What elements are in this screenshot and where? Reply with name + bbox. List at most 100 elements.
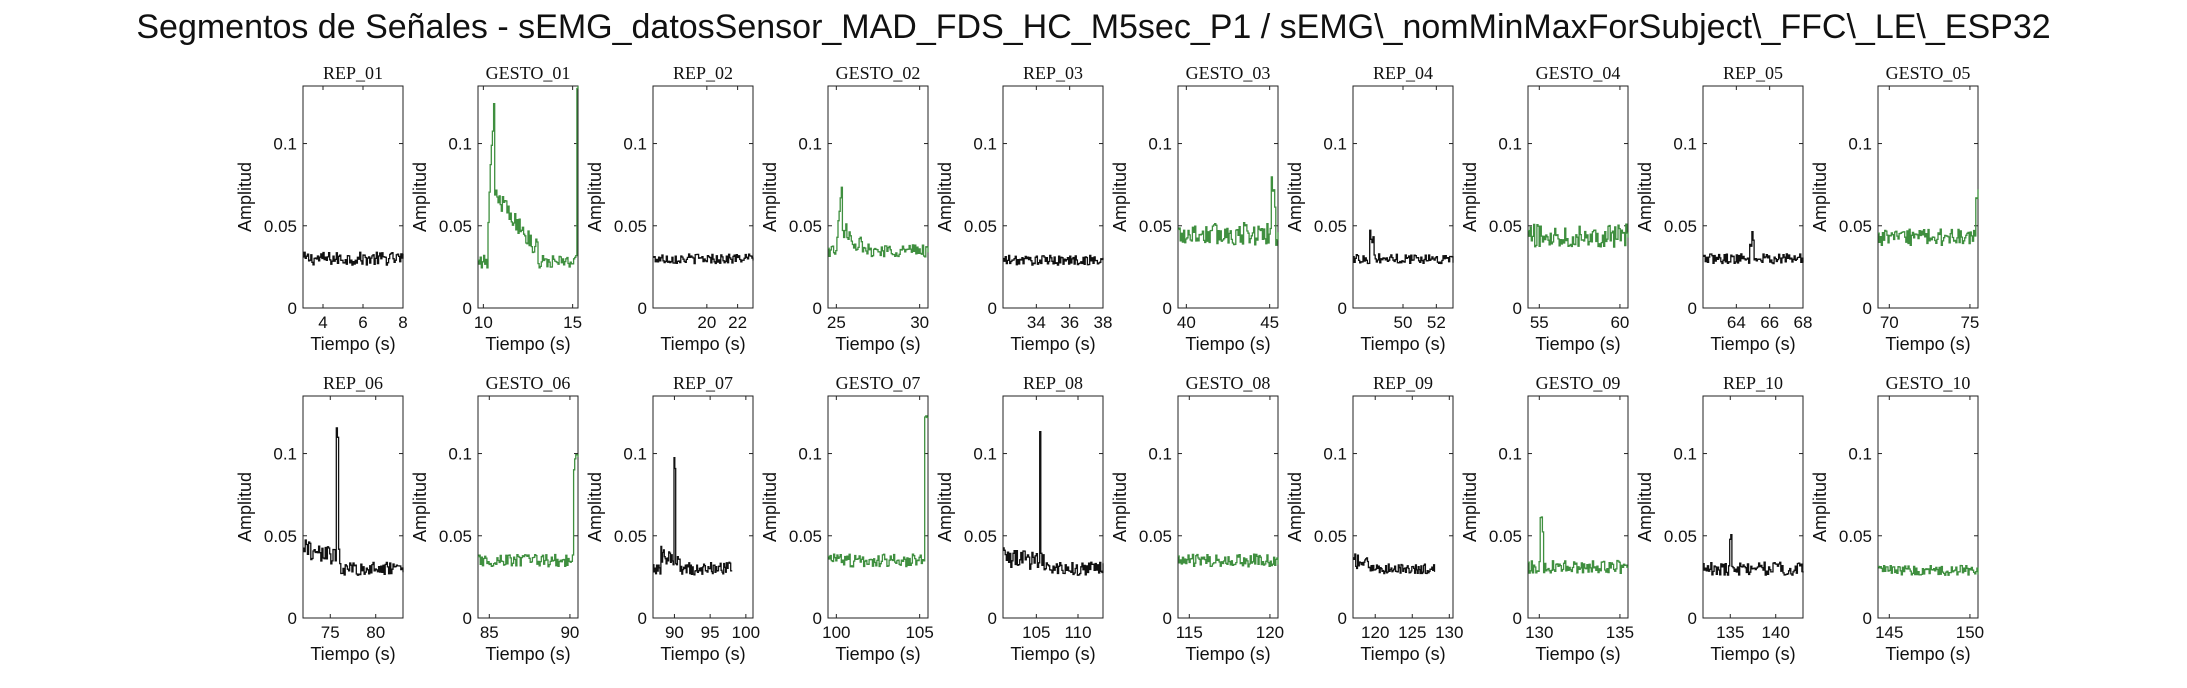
y-tick-label: 0.1	[623, 445, 647, 464]
x-tick-label: 22	[728, 313, 747, 332]
signal-trace-gesto	[1178, 553, 1279, 568]
y-tick-label: 0	[463, 609, 472, 628]
axes-box	[1877, 85, 1979, 309]
x-tick-label: 50	[1394, 313, 1413, 332]
x-axis-label: Tiempo (s)	[1360, 644, 1445, 664]
signal-trace-gesto	[478, 86, 579, 269]
signal-trace-gesto	[1178, 176, 1279, 246]
y-tick-label: 0.1	[973, 445, 997, 464]
y-axis-label: Amplitud	[1635, 162, 1655, 232]
y-axis-label: Amplitud	[1460, 162, 1480, 232]
subplot-title: GESTO_07	[836, 373, 921, 393]
x-tick-label: 40	[1177, 313, 1196, 332]
y-tick-label: 0.05	[1839, 527, 1872, 546]
x-axis-label: Tiempo (s)	[660, 644, 745, 664]
axes-box	[1177, 395, 1279, 619]
y-tick-label: 0	[1163, 609, 1172, 628]
y-tick-label: 0.05	[439, 527, 472, 546]
y-tick-label: 0.05	[1139, 527, 1172, 546]
axes-box	[1877, 395, 1979, 619]
x-tick-label: 110	[1064, 623, 1091, 642]
y-tick-label: 0.1	[1323, 445, 1347, 464]
subplot-title: REP_03	[1023, 63, 1083, 83]
y-axis-label: Amplitud	[760, 472, 780, 542]
y-tick-label: 0.1	[1148, 135, 1172, 154]
signal-trace-rep	[1003, 430, 1104, 576]
y-tick-label: 0	[288, 609, 297, 628]
x-tick-label: 25	[827, 313, 846, 332]
x-axis-label: Tiempo (s)	[310, 334, 395, 354]
x-tick-label: 66	[1760, 313, 1779, 332]
x-tick-label: 105	[905, 623, 933, 642]
y-tick-label: 0	[638, 299, 647, 318]
x-axis-label: Tiempo (s)	[1710, 334, 1795, 354]
signal-trace-rep	[303, 251, 404, 266]
x-tick-label: 55	[1530, 313, 1549, 332]
y-axis-label: Amplitud	[935, 472, 955, 542]
x-tick-label: 34	[1027, 313, 1046, 332]
subplot-rep-06: REP_06 0 0.05 0.1 75 80 Tiempo (s) Amplitud	[235, 373, 404, 664]
y-tick-label: 0	[463, 299, 472, 318]
subplot-title: GESTO_05	[1886, 63, 1971, 83]
y-tick-label: 0.1	[798, 445, 822, 464]
subplot-title: REP_02	[673, 63, 733, 83]
x-axis-label: Tiempo (s)	[1535, 644, 1620, 664]
x-axis-label: Tiempo (s)	[485, 334, 570, 354]
signal-trace-gesto	[828, 415, 929, 568]
y-tick-label: 0	[813, 609, 822, 628]
x-axis-label: Tiempo (s)	[1535, 334, 1620, 354]
y-tick-label: 0.05	[1664, 217, 1697, 236]
x-tick-label: 115	[1176, 623, 1203, 642]
signal-trace-gesto	[478, 453, 579, 568]
subplot-gesto-09: GESTO_09 0 0.05 0.1 130 135 Tiempo (s) Amplitud	[1460, 373, 1634, 664]
signal-trace-gesto	[1878, 189, 1979, 247]
y-tick-label: 0.1	[1673, 445, 1697, 464]
y-tick-label: 0.05	[614, 527, 647, 546]
axes-box	[302, 395, 404, 619]
y-tick-label: 0.05	[1139, 217, 1172, 236]
x-tick-label: 15	[563, 313, 582, 332]
y-axis-label: Amplitud	[1810, 162, 1830, 232]
x-axis-label: Tiempo (s)	[1185, 334, 1270, 354]
y-tick-label: 0	[813, 299, 822, 318]
x-axis-label: Tiempo (s)	[1010, 644, 1095, 664]
y-tick-label: 0.1	[1848, 445, 1872, 464]
subplot-title: GESTO_06	[486, 373, 571, 393]
subplot-rep-04: REP_04 0 0.05 0.1 50 52 Tiempo (s) Amplitud	[1285, 63, 1454, 354]
x-tick-label: 95	[701, 623, 720, 642]
signal-trace-rep	[1353, 553, 1436, 575]
y-tick-label: 0	[1863, 299, 1872, 318]
y-tick-label: 0.05	[964, 217, 997, 236]
x-tick-label: 60	[1610, 313, 1629, 332]
x-axis-label: Tiempo (s)	[660, 334, 745, 354]
y-tick-label: 0.05	[439, 217, 472, 236]
x-axis-label: Tiempo (s)	[310, 644, 395, 664]
axes-box	[1177, 85, 1279, 309]
y-tick-label: 0.1	[1498, 445, 1522, 464]
y-axis-label: Amplitud	[1110, 162, 1130, 232]
y-axis-label: Amplitud	[235, 472, 255, 542]
signal-trace-rep	[1703, 230, 1804, 265]
y-tick-label: 0.05	[264, 217, 297, 236]
y-tick-label: 0	[1513, 609, 1522, 628]
y-tick-label: 0	[1338, 299, 1347, 318]
axes-box	[1002, 395, 1104, 619]
y-tick-label: 0.1	[448, 135, 472, 154]
axes-box	[1702, 395, 1804, 619]
y-tick-label: 0.05	[1839, 217, 1872, 236]
signal-trace-rep	[1353, 229, 1454, 265]
y-tick-label: 0	[1338, 609, 1347, 628]
subplot-gesto-08: GESTO_08 0 0.05 0.1 115 120 Tiempo (s) Amplitud	[1110, 373, 1284, 664]
y-tick-label: 0.1	[1848, 135, 1872, 154]
y-tick-label: 0.1	[973, 135, 997, 154]
subplot-title: REP_10	[1723, 373, 1783, 393]
subplot-gesto-01: GESTO_01 0 0.05 0.1 10 15 Tiempo (s) Amplitud	[410, 63, 582, 354]
y-axis-label: Amplitud	[1285, 162, 1305, 232]
x-tick-label: 4	[318, 313, 327, 332]
y-axis-label: Amplitud	[1110, 472, 1130, 542]
subplot-gesto-04: GESTO_04 0 0.05 0.1 55 60 Tiempo (s) Amplitud	[1460, 63, 1629, 354]
subplot-rep-09: REP_09 0 0.05 0.1 120 125 130 Tiempo (s) Amplitu…	[1285, 373, 1463, 664]
